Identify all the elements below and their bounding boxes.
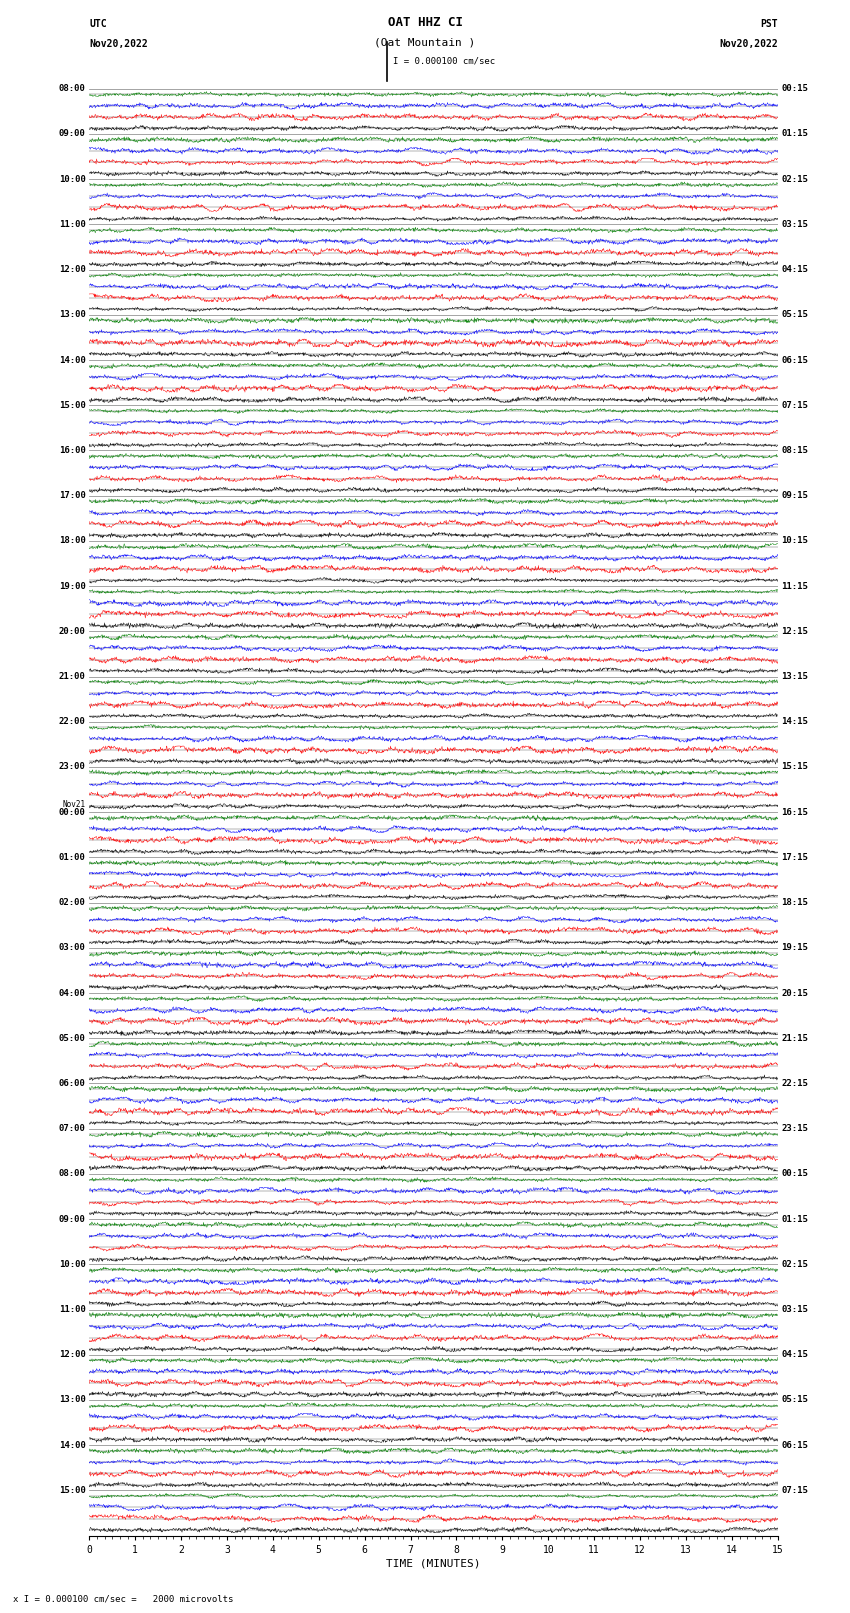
Text: 03:15: 03:15 [781, 1305, 808, 1315]
Text: 22:00: 22:00 [59, 718, 86, 726]
Text: 20:15: 20:15 [781, 989, 808, 997]
Text: 11:00: 11:00 [59, 219, 86, 229]
Text: 01:15: 01:15 [781, 129, 808, 139]
Text: (Oat Mountain ): (Oat Mountain ) [374, 37, 476, 47]
Text: 15:00: 15:00 [59, 400, 86, 410]
Text: 12:15: 12:15 [781, 627, 808, 636]
Text: 10:00: 10:00 [59, 1260, 86, 1269]
Text: Nov21: Nov21 [63, 800, 86, 810]
Text: Nov20,2022: Nov20,2022 [719, 39, 778, 48]
Text: 19:00: 19:00 [59, 582, 86, 590]
Text: 02:00: 02:00 [59, 898, 86, 907]
Text: 04:15: 04:15 [781, 265, 808, 274]
Text: 17:15: 17:15 [781, 853, 808, 861]
Text: 15:15: 15:15 [781, 763, 808, 771]
Text: x I = 0.000100 cm/sec =   2000 microvolts: x I = 0.000100 cm/sec = 2000 microvolts [13, 1594, 233, 1603]
Text: 04:15: 04:15 [781, 1350, 808, 1360]
Text: 06:15: 06:15 [781, 355, 808, 365]
Text: 02:15: 02:15 [781, 1260, 808, 1269]
Text: 20:00: 20:00 [59, 627, 86, 636]
Text: 08:00: 08:00 [59, 1169, 86, 1179]
Text: 05:15: 05:15 [781, 310, 808, 319]
Text: 12:00: 12:00 [59, 265, 86, 274]
Text: 21:00: 21:00 [59, 673, 86, 681]
Text: I = 0.000100 cm/sec: I = 0.000100 cm/sec [393, 56, 495, 66]
Text: 13:00: 13:00 [59, 310, 86, 319]
Text: 07:15: 07:15 [781, 1486, 808, 1495]
Text: 09:00: 09:00 [59, 1215, 86, 1224]
Text: 09:00: 09:00 [59, 129, 86, 139]
Text: 21:15: 21:15 [781, 1034, 808, 1042]
Text: 12:00: 12:00 [59, 1350, 86, 1360]
Text: 07:00: 07:00 [59, 1124, 86, 1134]
Text: 16:15: 16:15 [781, 808, 808, 816]
Text: 14:00: 14:00 [59, 355, 86, 365]
X-axis label: TIME (MINUTES): TIME (MINUTES) [386, 1558, 481, 1569]
Text: Nov20,2022: Nov20,2022 [89, 39, 148, 48]
Text: 14:00: 14:00 [59, 1440, 86, 1450]
Text: 19:15: 19:15 [781, 944, 808, 952]
Text: 01:15: 01:15 [781, 1215, 808, 1224]
Text: 13:15: 13:15 [781, 673, 808, 681]
Text: 18:00: 18:00 [59, 537, 86, 545]
Text: 06:00: 06:00 [59, 1079, 86, 1087]
Text: 02:15: 02:15 [781, 174, 808, 184]
Text: 01:00: 01:00 [59, 853, 86, 861]
Text: 11:15: 11:15 [781, 582, 808, 590]
Text: 05:00: 05:00 [59, 1034, 86, 1042]
Text: 00:00: 00:00 [59, 808, 86, 816]
Text: 17:00: 17:00 [59, 490, 86, 500]
Text: 23:00: 23:00 [59, 763, 86, 771]
Text: 18:15: 18:15 [781, 898, 808, 907]
Text: 08:00: 08:00 [59, 84, 86, 94]
Text: 09:15: 09:15 [781, 490, 808, 500]
Text: 22:15: 22:15 [781, 1079, 808, 1087]
Text: 00:15: 00:15 [781, 84, 808, 94]
Text: 00:15: 00:15 [781, 1169, 808, 1179]
Text: 16:00: 16:00 [59, 445, 86, 455]
Text: OAT HHZ CI: OAT HHZ CI [388, 16, 462, 29]
Text: 03:00: 03:00 [59, 944, 86, 952]
Text: 23:15: 23:15 [781, 1124, 808, 1134]
Text: 07:15: 07:15 [781, 400, 808, 410]
Text: 06:15: 06:15 [781, 1440, 808, 1450]
Text: 15:00: 15:00 [59, 1486, 86, 1495]
Text: 11:00: 11:00 [59, 1305, 86, 1315]
Text: 13:00: 13:00 [59, 1395, 86, 1405]
Text: 08:15: 08:15 [781, 445, 808, 455]
Text: PST: PST [760, 19, 778, 29]
Text: 10:00: 10:00 [59, 174, 86, 184]
Text: UTC: UTC [89, 19, 107, 29]
Text: 04:00: 04:00 [59, 989, 86, 997]
Text: 05:15: 05:15 [781, 1395, 808, 1405]
Text: 03:15: 03:15 [781, 219, 808, 229]
Text: 10:15: 10:15 [781, 537, 808, 545]
Text: 14:15: 14:15 [781, 718, 808, 726]
